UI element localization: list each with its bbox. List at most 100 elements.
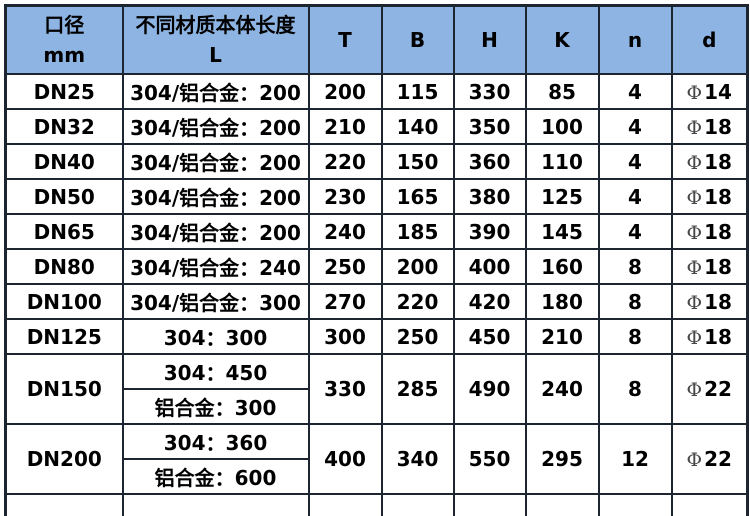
d-cell: Φ 18: [670, 108, 749, 145]
d-value: 18: [704, 184, 732, 209]
d-cell: Φ 18: [670, 248, 749, 285]
t-cell: 240: [307, 213, 383, 250]
k-cell: 85: [524, 73, 600, 110]
phi-symbol: Φ: [686, 379, 703, 401]
b-cell: 185: [380, 213, 455, 250]
h-cell: 490: [452, 353, 527, 425]
n-cell: 4: [597, 143, 673, 180]
n-cell: 4: [597, 73, 673, 110]
dn-cell: DN80: [4, 248, 124, 285]
k-cell: 240: [524, 353, 600, 425]
length-cell-304: 304：360: [121, 423, 310, 460]
d-value: 22: [704, 377, 732, 401]
h-cell: 450: [452, 318, 527, 355]
length-cell-alloy: 铝合金：300: [121, 388, 310, 425]
empty-cell: [524, 493, 600, 516]
phi-symbol: Φ: [686, 81, 703, 104]
k-cell: 100: [524, 108, 600, 145]
phi-symbol: Φ: [686, 151, 703, 174]
dn-cell: DN40: [4, 143, 124, 180]
h-cell: 360: [452, 143, 527, 180]
table-row: DN32 304/铝合金：200 210 140 350 100 4 Φ 18: [4, 108, 749, 145]
d-value: 18: [704, 324, 732, 349]
t-cell: 210: [307, 108, 383, 145]
length-cell: 304/铝合金：300: [121, 283, 310, 320]
n-cell: 8: [597, 353, 673, 425]
b-cell: 250: [380, 318, 455, 355]
n-cell: 8: [597, 283, 673, 320]
dn-cell: DN125: [4, 318, 124, 355]
h-cell: 420: [452, 283, 527, 320]
header-cell-d: d: [670, 4, 749, 75]
table-row: DN80 304/铝合金：240 250 200 400 160 8 Φ 18: [4, 248, 749, 285]
t-cell: 230: [307, 178, 383, 215]
empty-cell: [380, 493, 455, 516]
k-cell: 210: [524, 318, 600, 355]
dn-cell: DN50: [4, 178, 124, 215]
length-cell: 304：300: [121, 318, 310, 355]
b-cell: 340: [380, 423, 455, 495]
n-cell: 4: [597, 108, 673, 145]
d-value: 18: [704, 149, 732, 174]
d-cell: Φ 22: [670, 353, 749, 425]
length-cell: 304/铝合金：200: [121, 73, 310, 110]
dn-cell: DN150: [4, 353, 124, 425]
table-row-group-bottom: 铝合金：600: [6, 458, 748, 495]
n-cell: 8: [597, 318, 673, 355]
n-cell: 8: [597, 248, 673, 285]
table-row-group-top: DN200 304：360 400 340 550 295 12 Φ 22: [4, 423, 749, 495]
k-cell: 160: [524, 248, 600, 285]
dn-cell: DN100: [4, 283, 124, 320]
length-cell-304: 304：450: [121, 353, 310, 390]
n-cell: 4: [597, 213, 673, 250]
h-cell: 380: [452, 178, 527, 215]
n-cell: 12: [597, 423, 673, 495]
t-cell: 270: [307, 283, 383, 320]
phi-symbol: Φ: [686, 186, 703, 209]
d-value: 14: [704, 79, 732, 104]
length-cell: 304/铝合金：240: [121, 248, 310, 285]
length-cell: 304/铝合金：200: [121, 143, 310, 180]
phi-symbol: Φ: [686, 256, 703, 279]
header-cell-h: H: [452, 4, 527, 75]
header-cell-length: 不同材质本体长度 L: [121, 4, 310, 75]
d-cell: Φ 18: [670, 283, 749, 320]
phi-symbol: Φ: [686, 326, 703, 349]
d-value: 18: [704, 254, 732, 279]
table-row: DN65 304/铝合金：200 240 185 390 145 4 Φ 18: [4, 213, 749, 250]
d-cell: Φ 18: [670, 143, 749, 180]
t-cell: 250: [307, 248, 383, 285]
dn-cell: DN32: [4, 108, 124, 145]
h-cell: 330: [452, 73, 527, 110]
h-cell: 550: [452, 423, 527, 495]
d-value: 22: [704, 447, 732, 471]
n-cell: 4: [597, 178, 673, 215]
header-row: 口径 mm 不同材质本体长度 L T B H K n d: [4, 4, 749, 75]
d-cell: Φ 18: [670, 178, 749, 215]
t-cell: 330: [307, 353, 383, 425]
length-cell: 304/铝合金：200: [121, 213, 310, 250]
table-row: DN125 304：300 300 250 450 210 8 Φ 18: [4, 318, 749, 355]
length-cell: 304/铝合金：200: [121, 178, 310, 215]
empty-cell: [307, 493, 383, 516]
k-cell: 110: [524, 143, 600, 180]
table-row: DN25 304/铝合金：200 200 115 330 85 4 Φ 14: [4, 73, 749, 110]
d-cell: Φ 14: [670, 73, 749, 110]
header-cell-t: T: [307, 4, 383, 75]
dn-cell: DN25: [4, 73, 124, 110]
empty-cell: [597, 493, 673, 516]
empty-cell: [121, 493, 310, 516]
phi-symbol: Φ: [686, 116, 703, 139]
k-cell: 295: [524, 423, 600, 495]
table-row: DN40 304/铝合金：200 220 150 360 110 4 Φ 18: [4, 143, 749, 180]
h-cell: 350: [452, 108, 527, 145]
h-cell: 400: [452, 248, 527, 285]
t-cell: 200: [307, 73, 383, 110]
b-cell: 285: [380, 353, 455, 425]
dn-cell: DN200: [4, 423, 124, 495]
table-row: DN50 304/铝合金：200 230 165 380 125 4 Φ 18: [4, 178, 749, 215]
table-row-group-bottom: 铝合金：300: [6, 388, 748, 425]
phi-symbol: Φ: [686, 449, 703, 471]
header-cell-n: n: [597, 4, 673, 75]
